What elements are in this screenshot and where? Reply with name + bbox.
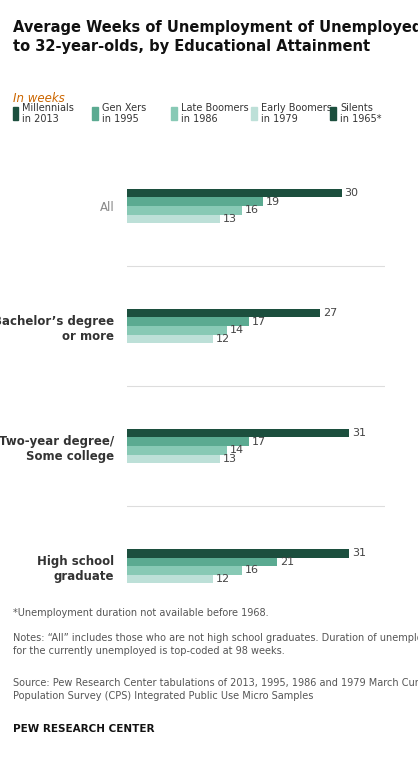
Text: 17: 17 bbox=[252, 317, 266, 327]
Text: Average Weeks of Unemployment of Unemployed 25-
to 32-year-olds, by Educational : Average Weeks of Unemployment of Unemplo… bbox=[13, 20, 418, 54]
Text: Gen Xers
in 1995: Gen Xers in 1995 bbox=[102, 103, 146, 125]
Text: 13: 13 bbox=[223, 214, 237, 224]
Text: 17: 17 bbox=[252, 437, 266, 447]
Bar bbox=[127, 206, 242, 215]
Text: Source: Pew Research Center tabulations of 2013, 1995, 1986 and 1979 March Curre: Source: Pew Research Center tabulations … bbox=[13, 678, 418, 701]
Text: 13: 13 bbox=[223, 454, 237, 464]
Bar bbox=[127, 437, 249, 446]
Text: In weeks: In weeks bbox=[13, 92, 64, 105]
Bar bbox=[127, 549, 349, 557]
Text: Late Boomers
in 1986: Late Boomers in 1986 bbox=[181, 103, 249, 125]
Bar bbox=[127, 326, 227, 335]
Bar bbox=[127, 446, 227, 455]
Text: 14: 14 bbox=[230, 325, 245, 336]
Text: 31: 31 bbox=[352, 548, 366, 558]
Bar bbox=[127, 557, 278, 566]
Bar bbox=[127, 335, 213, 343]
Text: Early Boomers
in 1979: Early Boomers in 1979 bbox=[261, 103, 331, 125]
Text: *Unemployment duration not available before 1968.: *Unemployment duration not available bef… bbox=[13, 608, 268, 618]
Bar bbox=[127, 309, 320, 318]
Text: 12: 12 bbox=[216, 574, 230, 584]
Bar bbox=[127, 318, 249, 326]
Text: PEW RESEARCH CENTER: PEW RESEARCH CENTER bbox=[13, 724, 154, 734]
Text: 14: 14 bbox=[230, 445, 245, 456]
Bar bbox=[127, 429, 349, 437]
Text: 21: 21 bbox=[280, 557, 294, 567]
Text: Silents
in 1965*: Silents in 1965* bbox=[340, 103, 382, 125]
Text: 31: 31 bbox=[352, 428, 366, 438]
Text: Millennials
in 2013: Millennials in 2013 bbox=[23, 103, 74, 125]
Bar bbox=[127, 455, 220, 463]
Text: 30: 30 bbox=[344, 188, 359, 198]
Text: 19: 19 bbox=[266, 197, 280, 207]
Bar bbox=[127, 575, 213, 583]
Bar bbox=[127, 198, 263, 206]
Text: 27: 27 bbox=[323, 308, 337, 318]
Bar bbox=[127, 189, 342, 198]
Text: 12: 12 bbox=[216, 334, 230, 344]
Bar bbox=[127, 215, 220, 223]
Text: 16: 16 bbox=[245, 205, 259, 216]
Text: 16: 16 bbox=[245, 565, 259, 575]
Text: Notes: “All” includes those who are not high school graduates. Duration of unemp: Notes: “All” includes those who are not … bbox=[13, 633, 418, 656]
Bar bbox=[127, 566, 242, 575]
